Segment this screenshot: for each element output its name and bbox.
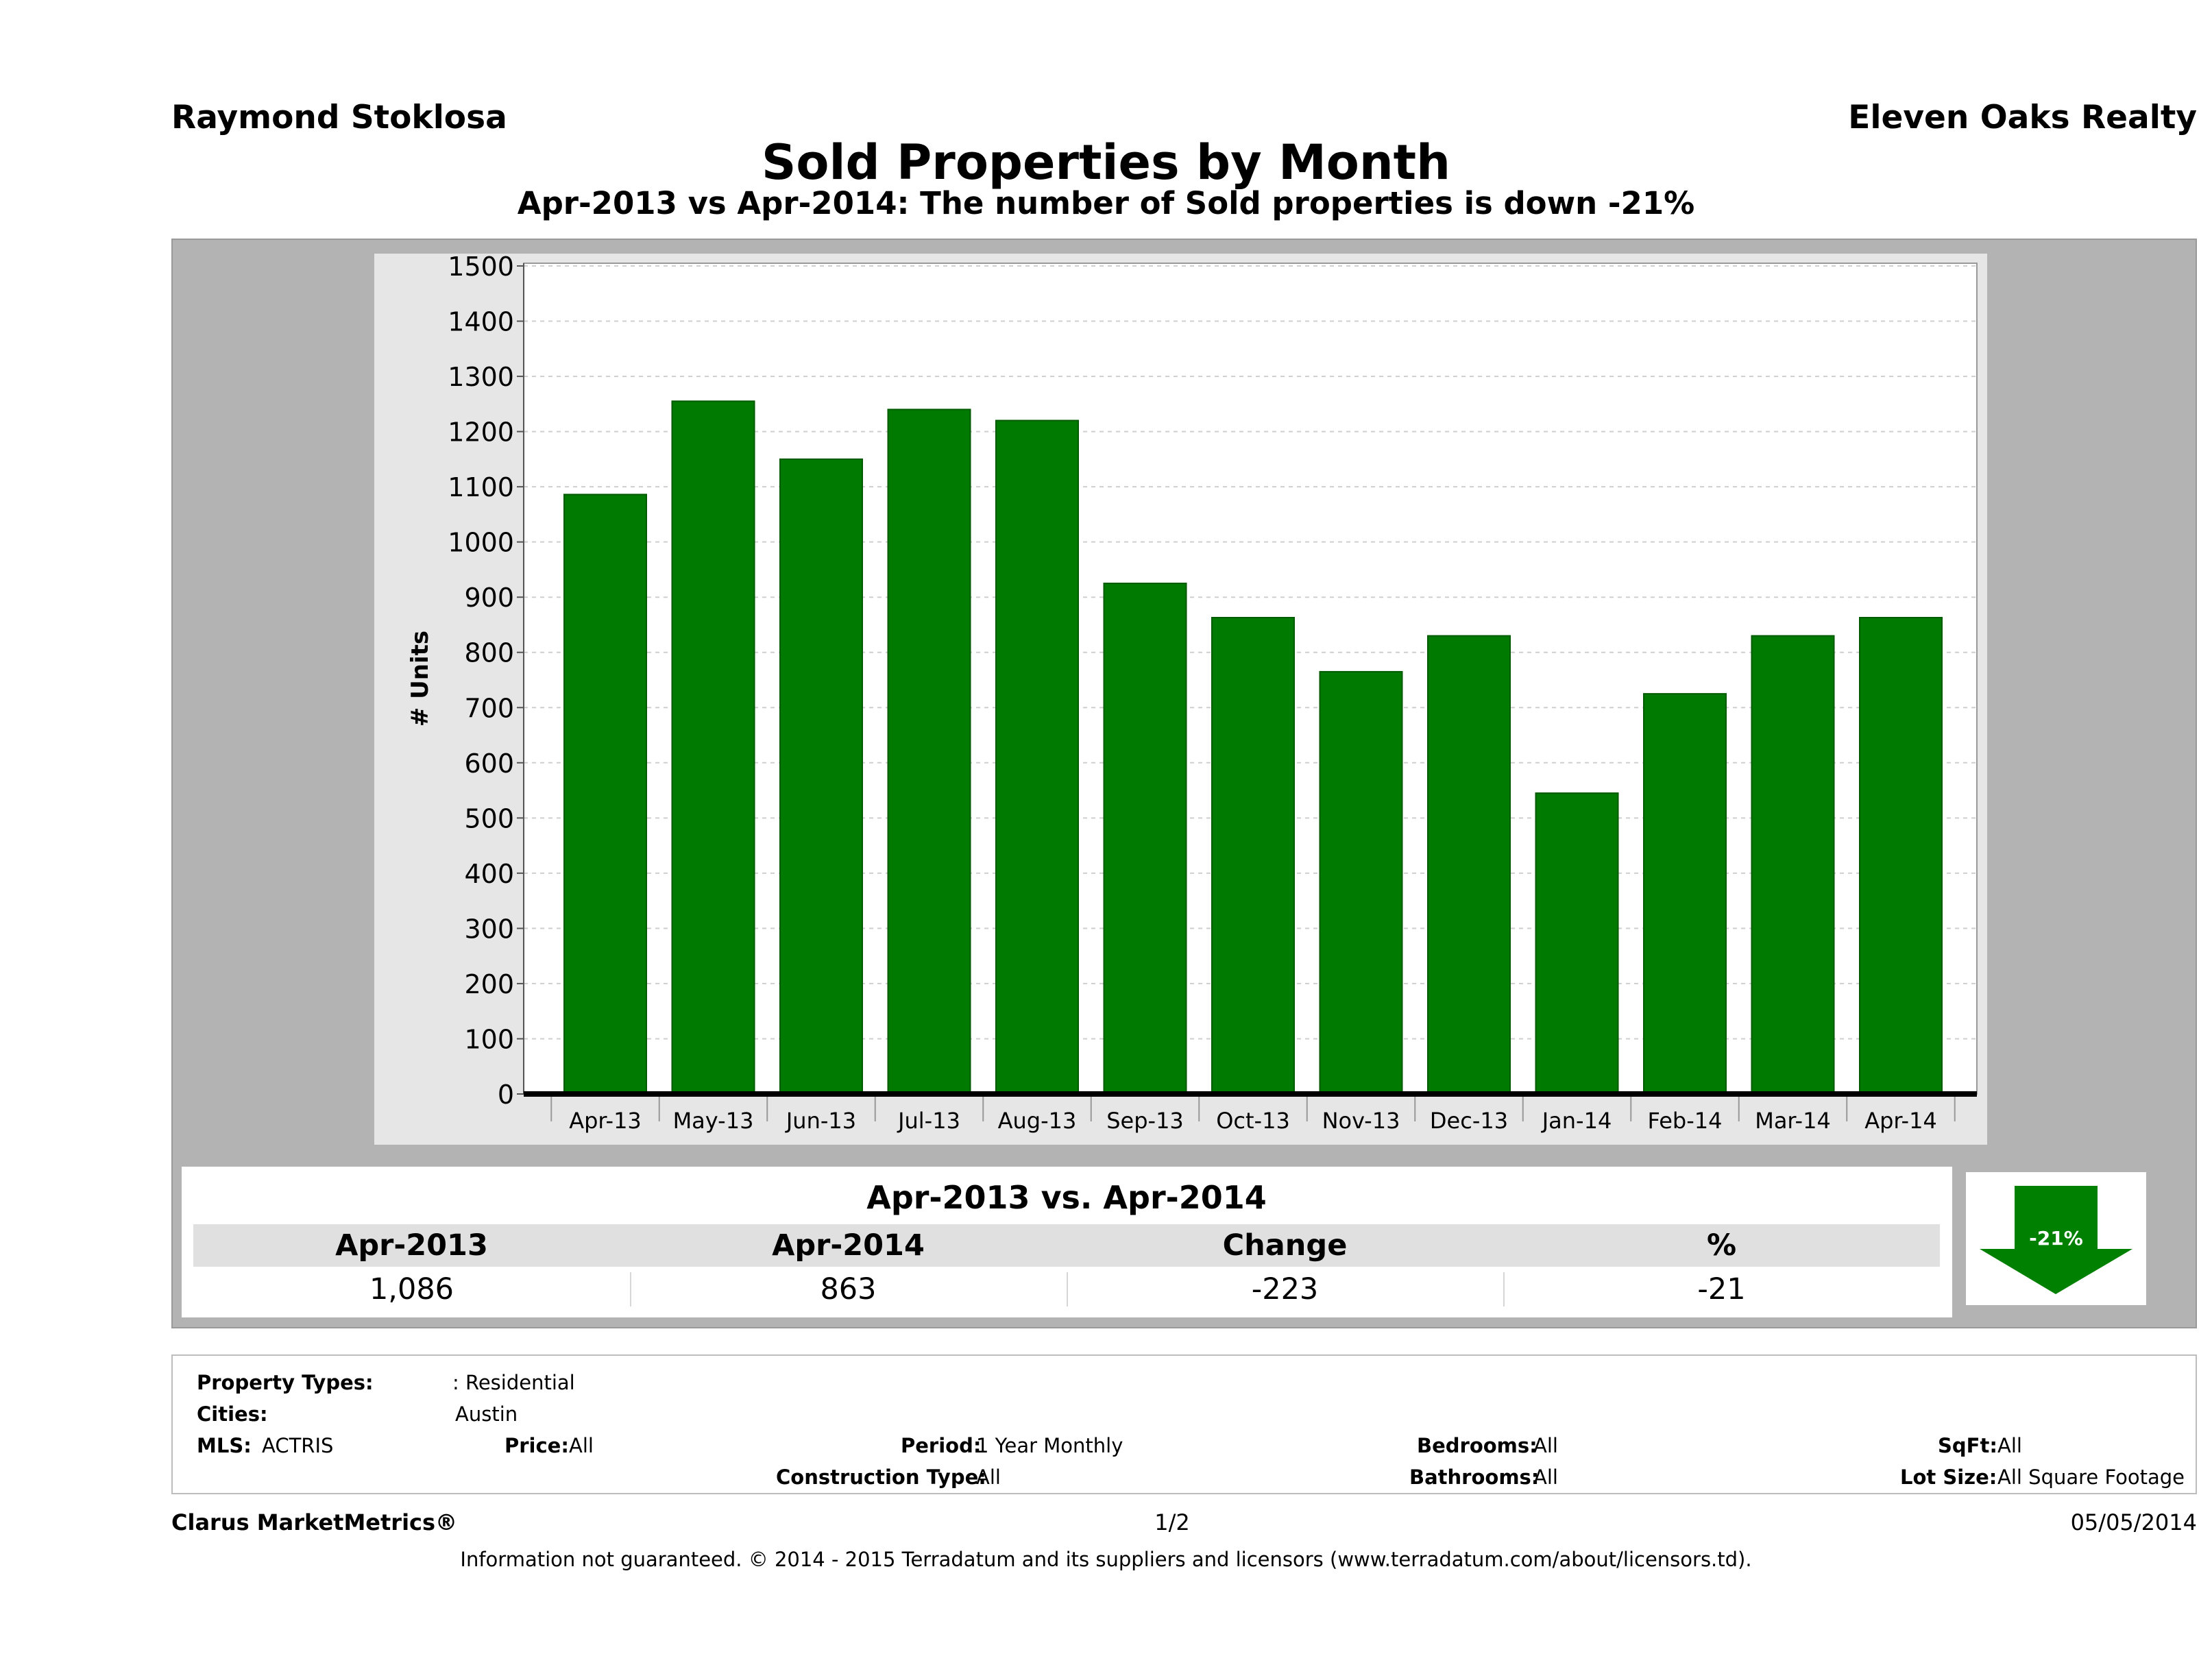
- disclaimer: Information not guaranteed. © 2014 - 201…: [460, 1548, 1752, 1571]
- col-label-change: Change: [1222, 1228, 1348, 1263]
- property-types-value: : Residential: [452, 1371, 575, 1394]
- bar: [1751, 635, 1835, 1095]
- bedrooms-value: All: [1533, 1434, 1558, 1457]
- x-tick-label: Feb-14: [1648, 1108, 1723, 1134]
- y-tick-label: 900: [464, 583, 514, 613]
- agent-name: Raymond Stoklosa: [171, 99, 507, 136]
- y-tick-label: 500: [464, 803, 514, 834]
- y-tick-label: 800: [464, 638, 514, 668]
- y-tick-label: 1000: [448, 528, 514, 558]
- bar: [1103, 583, 1187, 1095]
- y-tick-label: 300: [464, 914, 514, 944]
- y-tick-label: 1500: [448, 254, 514, 282]
- axes: 0 100 200 300 400 500 600 700 800 900 1000 1100 1200…: [448, 254, 1977, 1134]
- comparison-header-row: Apr-2013 Apr-2014 Change %: [193, 1224, 1940, 1267]
- bar: [1319, 670, 1403, 1095]
- lot-size-label: Lot Size:: [1900, 1466, 1997, 1489]
- col-label-percent: %: [1706, 1228, 1737, 1263]
- x-tick-label: Mar-14: [1755, 1108, 1831, 1134]
- footer-brand: Clarus MarketMetrics®: [171, 1509, 458, 1535]
- divider: [1067, 1272, 1068, 1306]
- bathrooms-value: All: [1533, 1466, 1558, 1489]
- divider: [1503, 1272, 1505, 1306]
- y-tick-label: 700: [464, 693, 514, 723]
- divider: [630, 1272, 631, 1306]
- period-label: Period:: [901, 1434, 982, 1457]
- construction-type-label: Construction Type:: [776, 1466, 986, 1489]
- bar: [887, 409, 971, 1095]
- bathrooms-label: Bathrooms:: [1409, 1466, 1540, 1489]
- bar: [1427, 635, 1511, 1095]
- report-date: 05/05/2014: [2070, 1509, 2197, 1535]
- page-number: 1/2: [1154, 1509, 1190, 1535]
- bars: [563, 400, 1943, 1095]
- value-from: 1,086: [369, 1272, 454, 1306]
- sqft-value: All: [1997, 1434, 2022, 1457]
- x-tick-label: Apr-14: [1864, 1108, 1937, 1134]
- comparison-title: Apr-2013 vs. Apr-2014: [193, 1174, 1940, 1221]
- construction-type-value: All: [976, 1466, 1001, 1489]
- bar-chart: 0 100 200 300 400 500 600 700 800 900 1000 1100 1200…: [406, 254, 1978, 1134]
- value-to: 863: [820, 1272, 877, 1306]
- x-tick-label: Sep-13: [1106, 1108, 1184, 1134]
- bedrooms-label: Bedrooms:: [1417, 1434, 1538, 1457]
- col-label-from: Apr-2013: [335, 1228, 488, 1263]
- lot-size-value: All Square Footage: [1997, 1466, 2185, 1489]
- x-tick-label: May-13: [673, 1108, 754, 1134]
- property-types-label: Property Types:: [197, 1371, 374, 1394]
- grid-lines: [524, 265, 1977, 1040]
- y-tick-label: 600: [464, 749, 514, 779]
- bar: [671, 400, 755, 1095]
- y-tick-label: 0: [498, 1080, 514, 1110]
- sqft-label: SqFt:: [1938, 1434, 1997, 1457]
- y-tick-label: 200: [464, 969, 514, 999]
- bar: [1643, 693, 1727, 1095]
- y-tick-label: 400: [464, 859, 514, 889]
- col-label-to: Apr-2014: [772, 1228, 925, 1263]
- bar: [1859, 616, 1943, 1095]
- price-value: All: [569, 1434, 594, 1457]
- bar: [1535, 792, 1619, 1095]
- x-tick-label: Jun-13: [785, 1108, 856, 1134]
- x-tick-label: Jan-14: [1541, 1108, 1612, 1134]
- chart-subtitle: Apr-2013 vs Apr-2014: The number of Sold…: [517, 185, 1695, 221]
- company-name: Eleven Oaks Realty: [1848, 99, 2197, 136]
- y-tick-label: 1400: [448, 307, 514, 337]
- y-tick-label: 1200: [448, 417, 514, 448]
- bar: [779, 458, 863, 1095]
- value-percent: -21: [1697, 1272, 1746, 1306]
- mls-value: ACTRIS: [262, 1434, 334, 1457]
- down-arrow-icon: [1980, 1186, 2132, 1294]
- price-label: Price:: [505, 1434, 569, 1457]
- value-change: -223: [1251, 1272, 1319, 1306]
- bar: [563, 494, 647, 1095]
- x-tick-label: Nov-13: [1322, 1108, 1400, 1134]
- x-tick-label: Apr-13: [569, 1108, 642, 1134]
- y-tick-label: 1100: [448, 472, 514, 502]
- mls-label: MLS:: [197, 1434, 252, 1457]
- x-tick-label: Aug-13: [998, 1108, 1077, 1134]
- comparison-value-row: 1,086 863 -223 -21: [193, 1268, 1940, 1311]
- trend-badge: [1966, 1172, 2146, 1305]
- y-tick-label: 1300: [448, 362, 514, 392]
- x-tick-label: Oct-13: [1216, 1108, 1290, 1134]
- bar: [995, 420, 1079, 1095]
- y-axis-label: # Units: [406, 631, 434, 727]
- x-tick-label: Jul-13: [897, 1108, 960, 1134]
- x-tick-label: Dec-13: [1430, 1108, 1508, 1134]
- chart-title: Sold Properties by Month: [762, 134, 1450, 191]
- cities-label: Cities:: [197, 1402, 268, 1426]
- trend-badge-label: -21%: [2029, 1227, 2083, 1250]
- search-criteria: Property Types: : Residential Cities: Au…: [171, 1354, 2197, 1494]
- bar: [1211, 616, 1295, 1095]
- cities-value: Austin: [455, 1402, 518, 1426]
- period-value: 1 Year Monthly: [976, 1434, 1123, 1457]
- y-tick-label: 100: [464, 1024, 514, 1054]
